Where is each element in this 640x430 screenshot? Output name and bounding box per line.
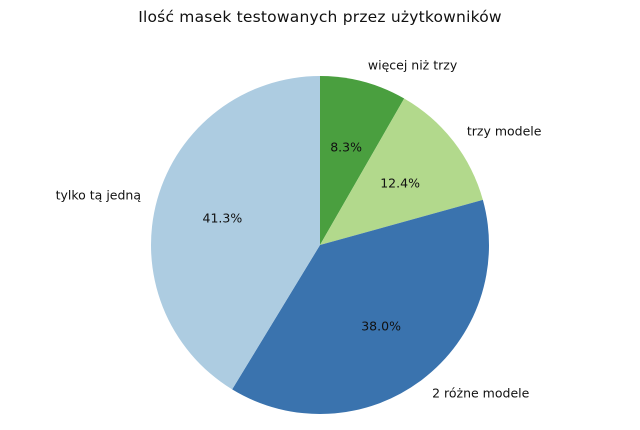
slice-label: więcej niż trzy — [367, 57, 458, 73]
chart-title: Ilość masek testowanych przez użytkownik… — [138, 8, 502, 26]
slice-pct-label: 38.0% — [361, 318, 401, 334]
slice-pct-label: 41.3% — [202, 210, 243, 226]
pie-slice-1 — [320, 98, 483, 245]
pie-slice-0 — [320, 76, 405, 245]
slice-pct-label: 12.4% — [380, 175, 420, 191]
slice-label: tylko tą jedną — [55, 187, 141, 203]
slice-pct-label: 8.3% — [330, 139, 362, 155]
slice-label: 2 różne modele — [432, 385, 530, 401]
slice-label: trzy modele — [466, 123, 542, 139]
pie-slice-2 — [232, 199, 490, 414]
pie-slice-3 — [151, 76, 320, 390]
